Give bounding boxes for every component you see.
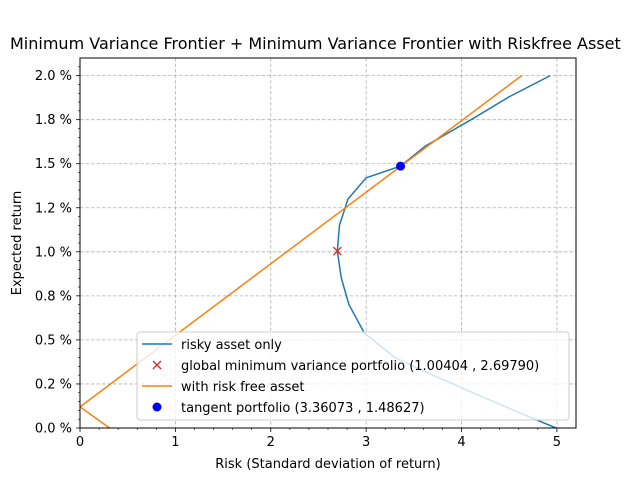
legend-label-riskfree: with risk free asset — [181, 380, 304, 395]
y-tick-label: 0.5 % — [35, 333, 72, 348]
legend: risky asset only global minimum variance… — [136, 331, 570, 421]
x-tick-label: 2 — [267, 435, 275, 450]
x-tick-label: 5 — [553, 435, 561, 450]
tangent-marker — [396, 161, 406, 171]
y-tick-label: 1.2 % — [35, 201, 72, 216]
x-tick-label: 4 — [457, 435, 465, 450]
x-tick-label: 1 — [171, 435, 179, 450]
series-2-line — [80, 75, 523, 428]
x-axis-label: Risk (Standard deviation of return) — [215, 457, 440, 472]
y-tick-label: 1.0 % — [35, 245, 72, 260]
axes: 0 1 2 3 4 5 0.0 % 0.2 % 0.5 % 0.8 % 1.0 % 1.2 % 1.5 … — [35, 66, 561, 450]
x-tick-label: 3 — [362, 435, 370, 450]
gmv-marker — [332, 246, 342, 256]
y-tick-label: 0.2 % — [35, 377, 72, 392]
y-tick-label: 2.0 % — [35, 69, 72, 84]
legend-swatch-gmv — [152, 360, 162, 370]
legend-frame — [136, 331, 570, 421]
chart-title: Minimum Variance Frontier + Minimum Vari… — [10, 34, 621, 53]
x-tick-label: 0 — [76, 435, 84, 450]
y-tick-label: 1.8 % — [35, 113, 72, 128]
legend-label-gmv: global minimum variance portfolio (1.004… — [181, 359, 539, 374]
y-tick-label: 0.8 % — [35, 289, 72, 304]
legend-label-risky: risky asset only — [181, 338, 282, 353]
plot-frame — [79, 57, 577, 429]
y-axis-label: Expected return — [10, 191, 25, 296]
legend-swatch-tangent — [152, 402, 162, 412]
y-tick-label: 1.5 % — [35, 157, 72, 172]
y-tick-label: 0.0 % — [35, 422, 72, 437]
legend-label-tangent: tangent portfolio (3.36073 , 1.48627) — [181, 401, 425, 416]
gmv-marker-stroke — [332, 246, 342, 256]
